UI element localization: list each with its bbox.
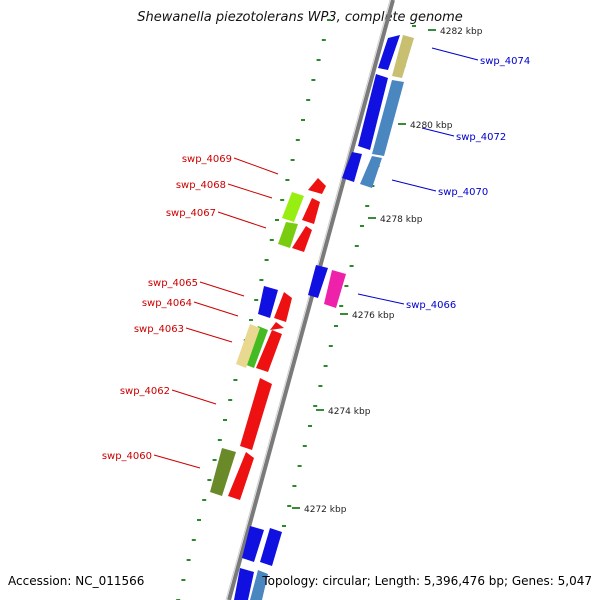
gene-swp-4063b[interactable] — [244, 326, 268, 368]
label-leader — [185, 327, 233, 343]
scale-label: 4272 kbp — [304, 505, 347, 515]
gene-blue-bottom-2[interactable] — [260, 528, 282, 566]
scale-labels: 4282 kbp 4280 kbp 4278 kbp 4276 kbp 4274 kbp… — [292, 27, 483, 515]
gene-steel-bottom[interactable] — [250, 570, 268, 600]
gene-label-forward[interactable]: swp_4070 — [438, 187, 488, 198]
label-leader — [171, 389, 217, 405]
gene-label-forward[interactable]: swp_4066 — [406, 300, 456, 311]
gene-swp-4067b[interactable] — [278, 222, 298, 248]
gene-swp-4073[interactable] — [358, 74, 388, 150]
gene-swp-4063[interactable] — [256, 330, 282, 372]
gene-blue-bottom-3[interactable] — [234, 568, 254, 600]
gene-swp-4060[interactable] — [228, 452, 254, 500]
gene-swp-4062[interactable] — [240, 378, 272, 450]
gene-label-reverse[interactable]: swp_4065 — [148, 278, 198, 289]
label-leader — [199, 281, 245, 297]
scale-label: 4276 kbp — [352, 311, 395, 321]
gene-swp-4068[interactable] — [302, 198, 320, 224]
summary-text: Topology: circular; Length: 5,396,476 bp… — [262, 574, 592, 588]
gene-label-forward[interactable]: swp_4072 — [456, 132, 506, 143]
backbone — [225, 0, 395, 600]
gene-blue-bottom-1[interactable] — [242, 526, 264, 562]
gene-swp-4070[interactable] — [360, 156, 382, 188]
gene-label-reverse[interactable]: swp_4062 — [120, 386, 170, 397]
scale-label: 4274 kbp — [328, 407, 371, 417]
gene-swp-4074[interactable] — [392, 35, 414, 78]
gene-labels: swp_4074 swp_4072 swp_4070 swp_4066 swp_4069… — [102, 47, 530, 469]
scale-label: 4280 kbp — [410, 121, 453, 131]
gene-swp-4064[interactable] — [270, 322, 284, 330]
label-leader — [153, 454, 201, 469]
label-leader — [391, 179, 437, 192]
gene-label-reverse[interactable]: swp_4063 — [134, 324, 184, 335]
gene-label-reverse[interactable]: swp_4068 — [176, 180, 226, 191]
gene-blue-4066b[interactable] — [308, 265, 328, 298]
gene-label-reverse[interactable]: swp_4064 — [142, 298, 192, 309]
gene-label-reverse[interactable]: swp_4060 — [102, 451, 152, 462]
label-leader — [193, 301, 239, 317]
gene-swp-4067[interactable] — [292, 226, 312, 252]
gene-swp-4075[interactable] — [378, 35, 400, 70]
gene-label-reverse[interactable]: swp_4067 — [166, 208, 216, 219]
gene-swp-4065b[interactable] — [258, 286, 278, 318]
label-leader — [227, 183, 273, 199]
label-leader — [431, 47, 479, 61]
gene-label-reverse[interactable]: swp_4069 — [182, 154, 232, 165]
label-leader — [233, 157, 279, 175]
genome-title: Shewanella piezotolerans WP3, complete g… — [137, 10, 463, 25]
genes-layer — [210, 35, 414, 600]
gene-swp-4066[interactable] — [324, 270, 346, 308]
gene-swp-4065[interactable] — [274, 292, 292, 322]
gene-label-forward[interactable]: swp_4074 — [480, 56, 530, 67]
label-leader — [357, 293, 405, 305]
gene-swp-4063c[interactable] — [236, 324, 260, 368]
gene-swp-4072[interactable] — [372, 80, 404, 156]
label-leader — [421, 127, 455, 137]
scale-label: 4278 kbp — [380, 215, 423, 225]
gene-swp-4060b[interactable] — [210, 448, 236, 496]
gene-swp-4068b[interactable] — [282, 192, 304, 222]
accession-text: Accession: NC_011566 — [8, 574, 145, 588]
gene-swp-4071[interactable] — [342, 152, 362, 182]
label-leader — [217, 211, 267, 229]
scale-label: 4282 kbp — [440, 27, 483, 37]
gene-swp-4069[interactable] — [308, 178, 326, 194]
